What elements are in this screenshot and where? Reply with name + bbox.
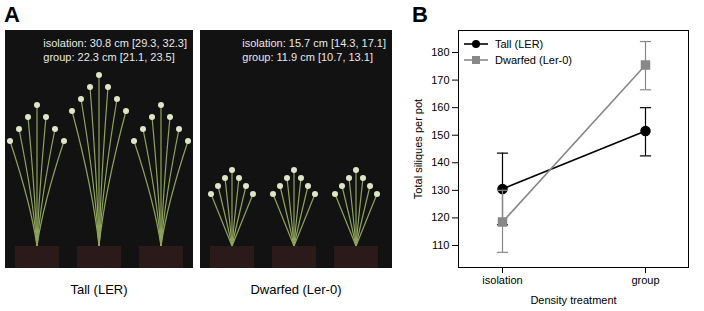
html-text:Tall (LER): Tall (LER) — [495, 38, 544, 50]
html-text:group: 11.9 cm [10.7, 13.1]: group: 11.9 cm [10.7, 13.1] — [242, 51, 373, 63]
svg-text:120: 120 — [431, 211, 449, 223]
svg-text:180: 180 — [431, 46, 449, 58]
svg-text:group: group — [631, 274, 659, 286]
svg-text:110: 110 — [432, 239, 450, 251]
svg-text:140: 140 — [431, 156, 449, 168]
html-text:group: 22.3 cm [21.1, 23.5]: group: 22.3 cm [21.1, 23.5] — [43, 51, 175, 63]
svg-text:160: 160 — [431, 101, 449, 113]
html-text:isolation: 30.8 cm [29.3, 32.3: isolation: 30.8 cm [29.3, 32.3] — [43, 37, 187, 49]
html-text:B: B — [412, 2, 428, 27]
html-text:isolation: 15.7 cm [14.3, 17.1: isolation: 15.7 cm [14.3, 17.1] — [242, 37, 386, 49]
svg-text:130: 130 — [431, 184, 449, 196]
svg-text:isolation: isolation — [482, 274, 522, 286]
html-text:Dwarfed (Ler-0): Dwarfed (Ler-0) — [495, 54, 572, 66]
html-text:Tall (LER): Tall (LER) — [70, 282, 128, 297]
svg-text:170: 170 — [431, 74, 449, 86]
svg-text:Density treatment: Density treatment — [530, 294, 616, 306]
html-text:Dwarfed (Ler-0): Dwarfed (Ler-0) — [250, 282, 342, 297]
svg-text:Total siliques per pot: Total siliques per pot — [412, 99, 424, 199]
html-text:A: A — [4, 2, 20, 27]
svg-text:150: 150 — [431, 129, 449, 141]
